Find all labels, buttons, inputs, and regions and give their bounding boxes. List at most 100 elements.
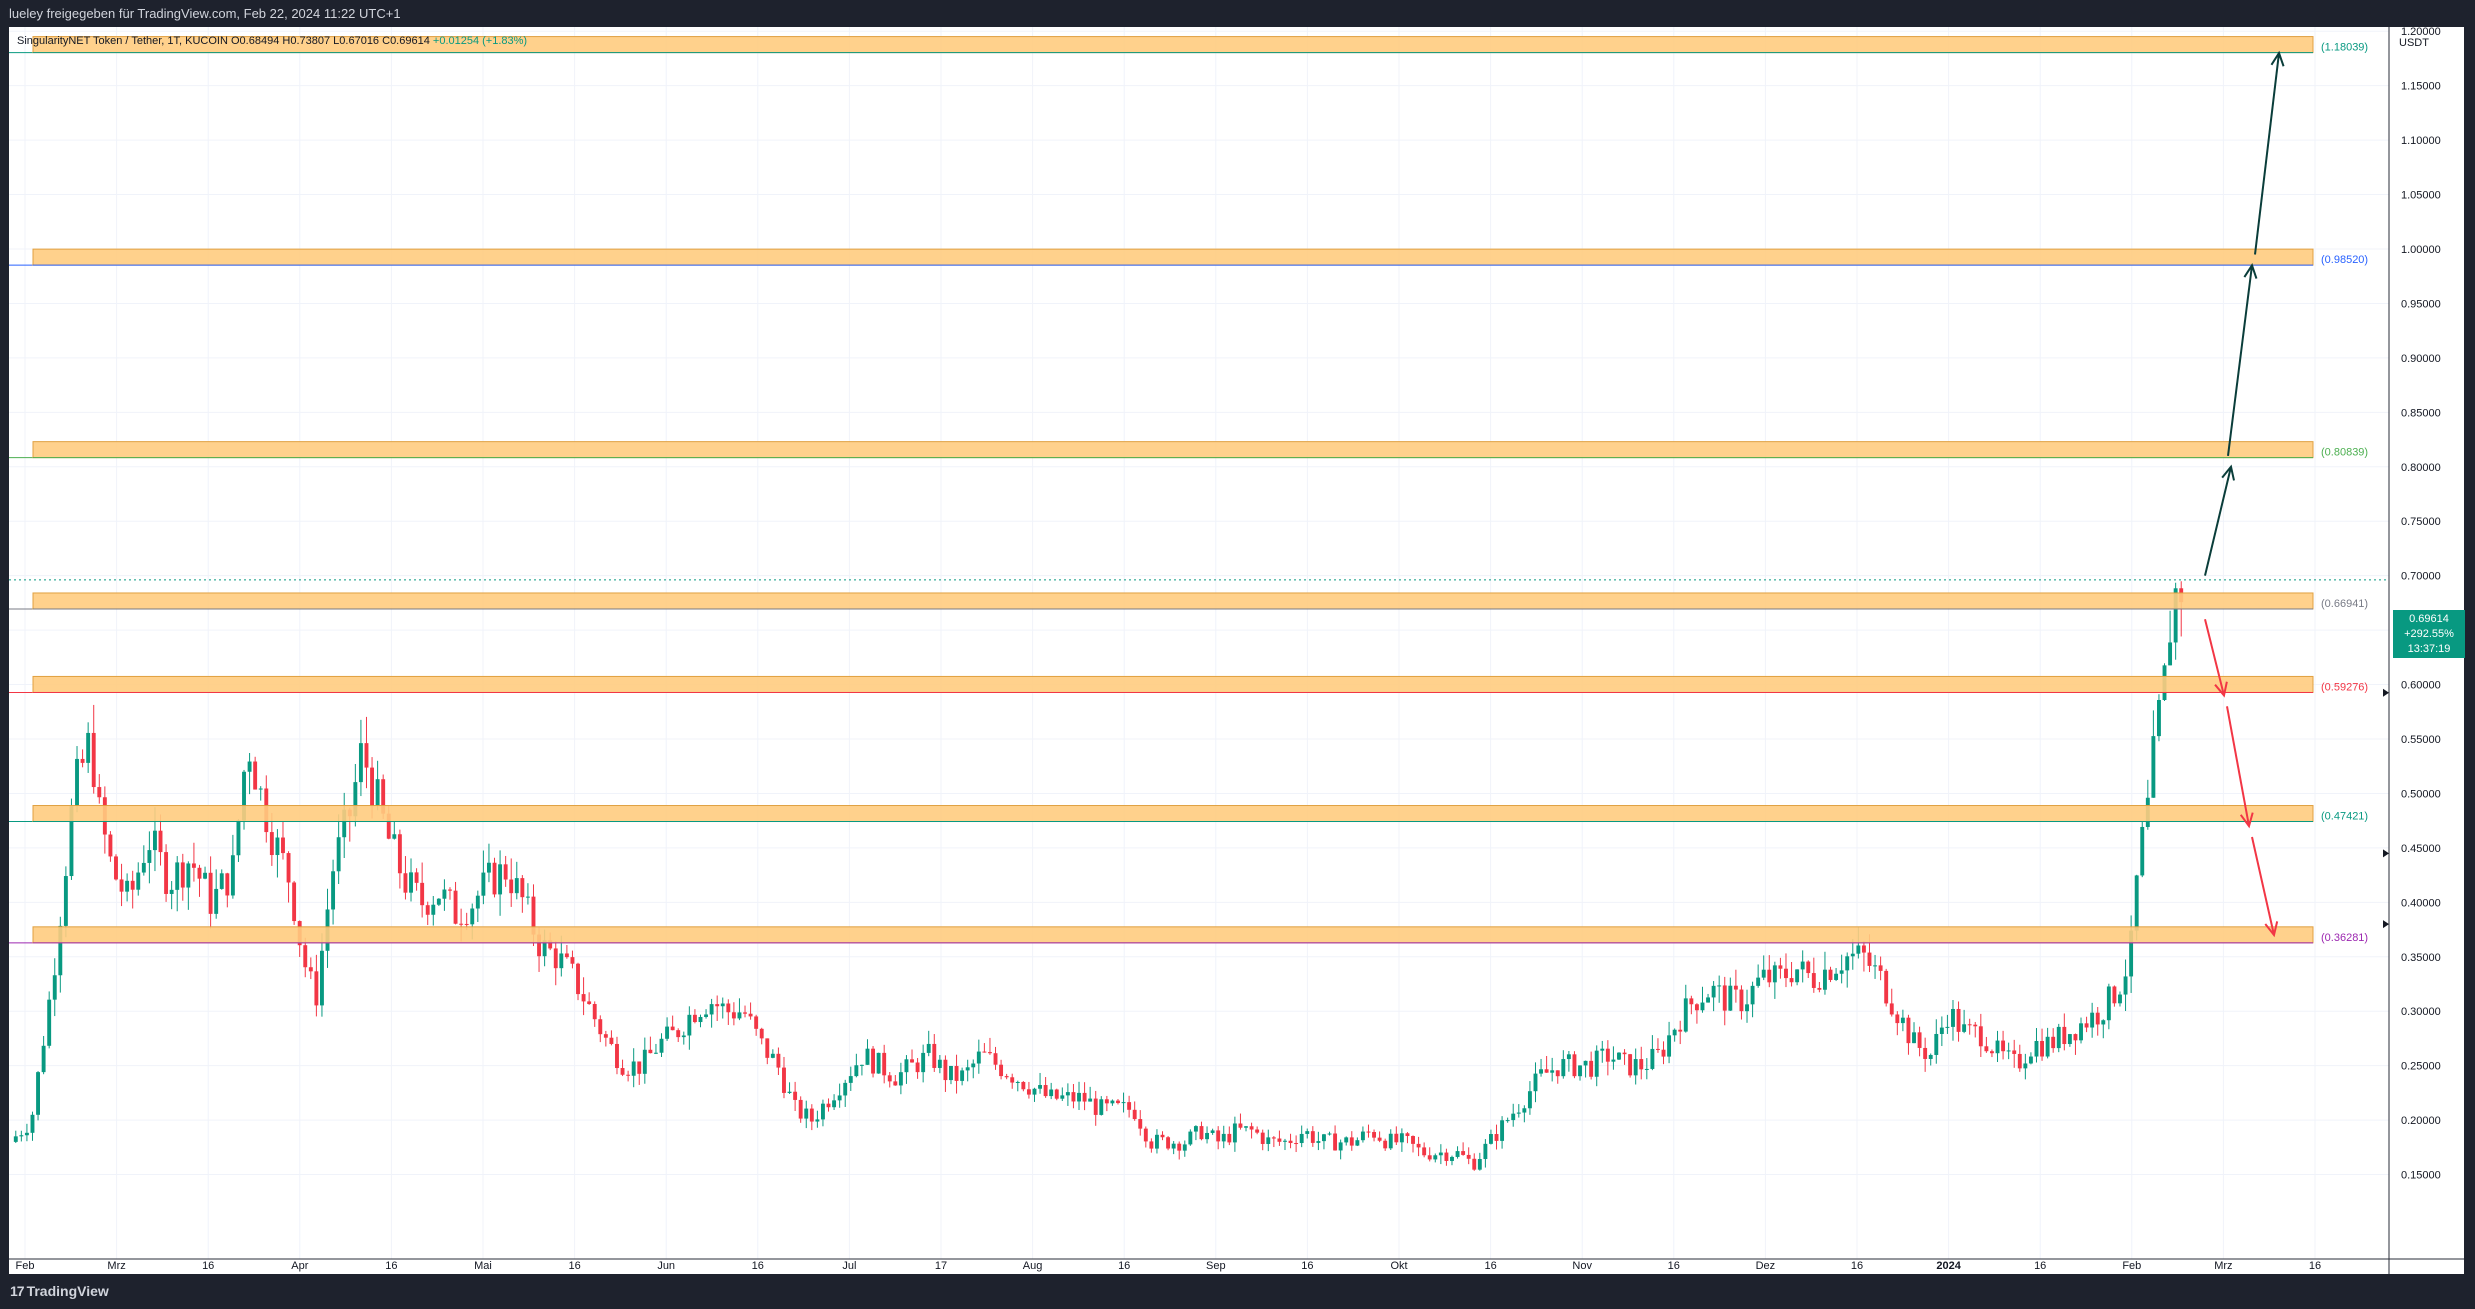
candle-body [1477,1159,1482,1170]
candle-body [414,872,419,883]
candle-body [208,872,213,914]
time-tick-label: Nov [1572,1260,1592,1272]
candle-body [1210,1130,1215,1133]
candle-body [1990,1051,1994,1054]
last-price-change: +292.55% [2404,628,2454,640]
candle-body [331,871,336,910]
candle-body [1823,969,1827,990]
candle-body [954,1065,959,1081]
candle-body [1255,1129,1260,1133]
candle-body [1427,1155,1432,1160]
tradingview-logo[interactable]: 17 TradingView [10,1282,109,1301]
candle-body [1600,1048,1605,1051]
candle-body [1455,1151,1460,1157]
candle-body [2151,736,2156,798]
level-label: (0.66941) [2321,598,2368,610]
candle-body [1149,1141,1154,1149]
candle-body [1700,1002,1705,1011]
candle-body [670,1026,675,1031]
candle-body [2040,1040,2044,1057]
candle-body [726,1003,731,1013]
candle-body [1438,1152,1443,1156]
candle-body [1333,1133,1338,1151]
candle-body [180,862,185,888]
candle-body [1026,1089,1031,1095]
candle-body [1433,1155,1438,1160]
candle-body [2017,1053,2022,1069]
candle-body [1205,1132,1209,1140]
chart-canvas[interactable]: 0.15000 0.20000 0.25000 0.30000 0.35000 0.400… [9,27,2464,1274]
candle-body [1800,961,1805,970]
candle-body [687,1014,692,1036]
candle-body [1934,1033,1939,1055]
last-price-badge: 0.69614 +292.55% 13:37:19 [2393,610,2465,658]
candle-body [2129,930,2134,977]
tradingview-mark-icon: 17 [10,1283,25,1299]
candle-body [1951,1008,1955,1027]
support-resistance-zone [32,675,2314,693]
candle-body [2056,1026,2061,1049]
candle-body [336,837,341,872]
candle-body [475,895,480,909]
candle-body [2073,1034,2078,1041]
candle-body [1360,1131,1365,1141]
candle-body [30,1114,35,1133]
candle-body [1266,1137,1271,1144]
candle-body [1917,1032,1922,1048]
candle-body [1756,977,1761,986]
ohlc-open: O0.68494 [231,35,280,47]
candle-body [793,1091,798,1100]
candle-body [620,1068,625,1075]
candle-body [1895,1014,1900,1024]
candle-body [1489,1134,1493,1144]
time-tick-label: 16 [1851,1260,1863,1272]
time-tick-label: Jul [842,1260,856,1272]
candle-body [1806,961,1811,974]
time-tick-label: Aug [1023,1260,1043,1272]
candle-body [236,820,241,856]
chart-area[interactable]: 0.15000 0.20000 0.25000 0.30000 0.35000 0.400… [9,27,2465,1274]
candle-body [36,1072,40,1115]
candle-body [1617,1052,1621,1060]
last-price: 0.69614 [2409,613,2449,625]
candle-body [1589,1060,1594,1077]
level-label: (0.80839) [2321,447,2368,459]
candle-body [1583,1060,1588,1066]
candle-body [1639,1059,1644,1070]
time-tick-label: 16 [1301,1260,1313,1272]
candle-body [837,1095,842,1101]
symbol-name[interactable]: SingularityNET Token / Tether, 1T, KUCOI… [17,35,228,47]
candle-body [91,732,96,788]
candle-body [876,1052,881,1074]
candle-body [1372,1132,1376,1138]
candle-body [587,1001,592,1005]
candle-body [442,889,447,899]
candle-body [1555,1070,1560,1077]
currency-label[interactable]: USDT [2399,37,2429,49]
candle-body [843,1082,848,1096]
price-tick-label: 0.15000 [2401,1170,2441,1182]
price-tick-label: 0.30000 [2401,1006,2441,1018]
candle-body [1021,1081,1026,1090]
candle-body [1967,1024,1972,1026]
candle-body [158,830,163,853]
support-resistance-zone [32,248,2314,266]
candle-body [698,1016,703,1023]
candle-body [910,1059,914,1063]
candle-body [130,880,135,890]
tradingview-logo-text: TradingView [26,1283,109,1299]
candle-body [1322,1134,1326,1142]
candle-body [1733,985,1738,990]
price-tick-label: 1.00000 [2401,244,2441,256]
candle-body [531,896,536,935]
time-tick-label: 16 [1118,1260,1130,1272]
candle-body [1193,1126,1198,1132]
candle-body [603,1034,608,1038]
candle-body [1405,1133,1410,1137]
price-tick-label: 0.75000 [2401,516,2441,528]
candle-body [470,908,475,925]
candle-body [1678,1029,1683,1032]
candle-body [743,1012,747,1014]
time-tick-label: 16 [1668,1260,1680,1272]
candle-body [2051,1036,2056,1049]
